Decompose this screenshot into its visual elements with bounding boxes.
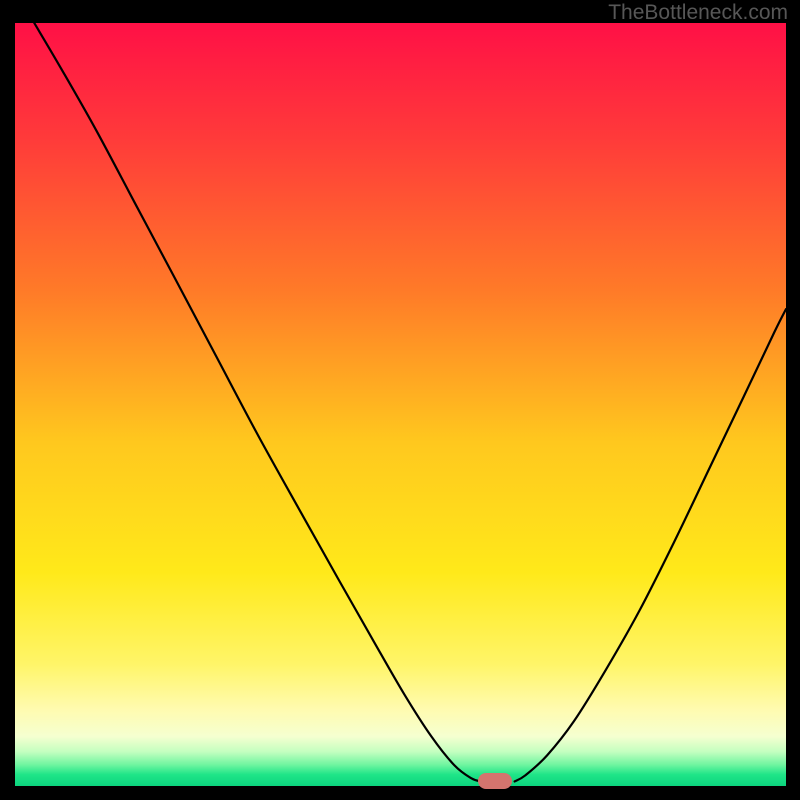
min-marker-pill bbox=[478, 773, 512, 789]
plot-area bbox=[15, 23, 786, 786]
chart-root: TheBottleneck.com bbox=[0, 0, 800, 800]
curve-left-branch bbox=[34, 23, 480, 781]
curve-layer bbox=[15, 23, 786, 786]
curve-right-branch bbox=[515, 309, 786, 781]
watermark-text: TheBottleneck.com bbox=[608, 1, 788, 25]
